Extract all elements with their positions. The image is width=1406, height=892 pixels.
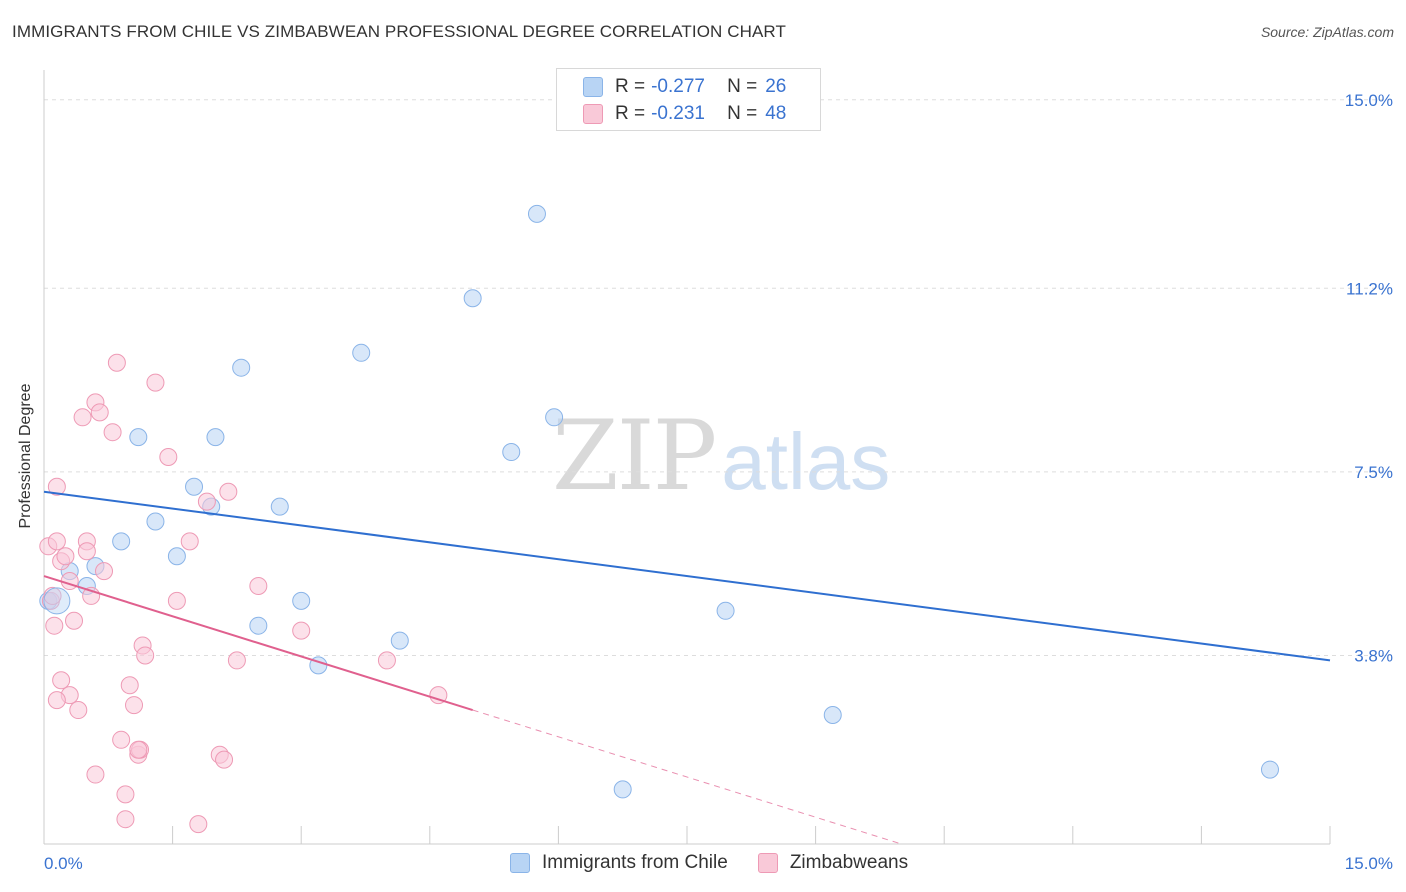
r-label: R = bbox=[615, 103, 646, 124]
chart-title: IMMIGRANTS FROM CHILE VS ZIMBABWEAN PROF… bbox=[12, 22, 786, 41]
zimbabwe-point bbox=[47, 691, 66, 710]
legend-label-zimbabwe: Zimbabweans bbox=[789, 852, 909, 873]
chile-point bbox=[112, 532, 131, 551]
n-label: N = bbox=[727, 76, 758, 97]
zimbabwe-point bbox=[136, 646, 155, 665]
y-axis-label: Professional Degree bbox=[17, 383, 34, 529]
zimbabwe-point bbox=[227, 651, 246, 670]
chile-point bbox=[146, 512, 165, 531]
x-tick-label-min: 0.0% bbox=[44, 854, 83, 873]
zimbabwe-point bbox=[77, 542, 96, 561]
chile-swatch bbox=[583, 77, 603, 97]
chile-point bbox=[716, 601, 735, 620]
chile-point bbox=[206, 428, 225, 447]
legend-row-zimbabwe: R = -0.231 N = 48 bbox=[583, 101, 786, 127]
zimbabwe-point bbox=[95, 562, 114, 581]
zimbabwe-point bbox=[215, 750, 234, 769]
zimbabwe-point bbox=[107, 353, 126, 372]
zimbabwe-trend-line bbox=[43, 575, 473, 711]
series-legend: Immigrants from Chile Zimbabweans bbox=[510, 852, 938, 874]
chile-legend-swatch bbox=[510, 853, 530, 873]
chile-point bbox=[502, 443, 521, 462]
y-tick-label: 15.0% bbox=[1345, 91, 1393, 110]
n-value: 26 bbox=[765, 76, 787, 97]
zimbabwe-point bbox=[47, 477, 66, 496]
legend-item-zimbabwe[interactable]: Zimbabweans bbox=[757, 852, 909, 874]
chile-trend-line bbox=[43, 490, 1331, 662]
chile-point bbox=[167, 547, 186, 566]
zimbabwe-legend-swatch bbox=[757, 853, 778, 873]
zimbabwe-point bbox=[73, 408, 92, 427]
n-value: 48 bbox=[765, 103, 787, 124]
watermark-zip: ZIP bbox=[552, 400, 717, 512]
zimbabwe-point bbox=[45, 616, 64, 635]
r-value: -0.277 bbox=[651, 76, 705, 97]
chile-point bbox=[613, 780, 632, 799]
zimbabwe-point bbox=[47, 532, 66, 551]
zimbabwe-point bbox=[120, 676, 139, 695]
zimbabwe-point bbox=[86, 765, 105, 784]
chile-point bbox=[1260, 760, 1279, 779]
zimbabwe-point bbox=[249, 577, 268, 595]
chile-point bbox=[823, 706, 842, 724]
zimbabwe-point bbox=[180, 532, 199, 551]
zimbabwe-point bbox=[125, 696, 144, 715]
chile-point bbox=[249, 616, 268, 635]
zimbabwe-point bbox=[129, 740, 148, 759]
zimbabwe-point bbox=[56, 547, 75, 566]
zimbabwe-trend-extension bbox=[472, 709, 902, 845]
r-label: R = bbox=[615, 76, 646, 97]
legend-label-chile: Immigrants from Chile bbox=[542, 852, 728, 873]
zimbabwe-point bbox=[116, 810, 135, 829]
zimbabwe-point bbox=[167, 591, 186, 610]
zimbabwe-point bbox=[219, 482, 238, 501]
watermark: ZIPatlas bbox=[552, 400, 890, 512]
chile-point bbox=[232, 358, 251, 377]
zimbabwe-point bbox=[197, 492, 216, 511]
zimbabwe-point bbox=[159, 448, 178, 466]
chile-point bbox=[527, 204, 546, 223]
zimbabwe-point bbox=[429, 686, 448, 705]
legend-item-chile[interactable]: Immigrants from Chile bbox=[510, 852, 728, 874]
zimbabwe-point bbox=[377, 651, 396, 670]
chile-point-large bbox=[43, 587, 71, 615]
zimbabwe-point bbox=[52, 671, 71, 690]
x-tick-label-max: 15.0% bbox=[1345, 854, 1393, 873]
chile-point bbox=[129, 428, 148, 447]
legend-row-chile: R = -0.277 N = 26 bbox=[583, 74, 786, 100]
zimbabwe-point bbox=[65, 611, 84, 630]
chile-point bbox=[545, 408, 564, 427]
zimbabwe-point bbox=[112, 730, 131, 749]
chile-point bbox=[352, 343, 371, 362]
zimbabwe-point bbox=[103, 423, 122, 442]
zimbabwe-point bbox=[90, 403, 109, 422]
zimbabwe-point bbox=[292, 621, 311, 640]
chile-point bbox=[463, 289, 482, 308]
zimbabwe-swatch bbox=[583, 104, 603, 124]
zimbabwe-point bbox=[189, 815, 208, 834]
y-tick-label: 3.8% bbox=[1354, 646, 1393, 665]
r-value: -0.231 bbox=[651, 103, 705, 124]
y-tick-label: 11.2% bbox=[1346, 279, 1393, 298]
stats-legend: R = -0.277 N = 26 R = -0.231 N = 48 bbox=[556, 68, 821, 131]
zimbabwe-point bbox=[116, 785, 135, 804]
watermark-atlas: atlas bbox=[721, 417, 891, 506]
source-label: Source: ZipAtlas.com bbox=[1260, 24, 1394, 40]
zimbabwe-point bbox=[146, 373, 165, 392]
chile-point bbox=[185, 477, 204, 496]
chile-point bbox=[292, 591, 311, 610]
n-label: N = bbox=[727, 103, 758, 124]
chile-point bbox=[390, 631, 409, 650]
y-tick-label: 7.5% bbox=[1354, 463, 1393, 482]
chile-point bbox=[270, 497, 289, 516]
zimbabwe-point bbox=[69, 701, 88, 720]
